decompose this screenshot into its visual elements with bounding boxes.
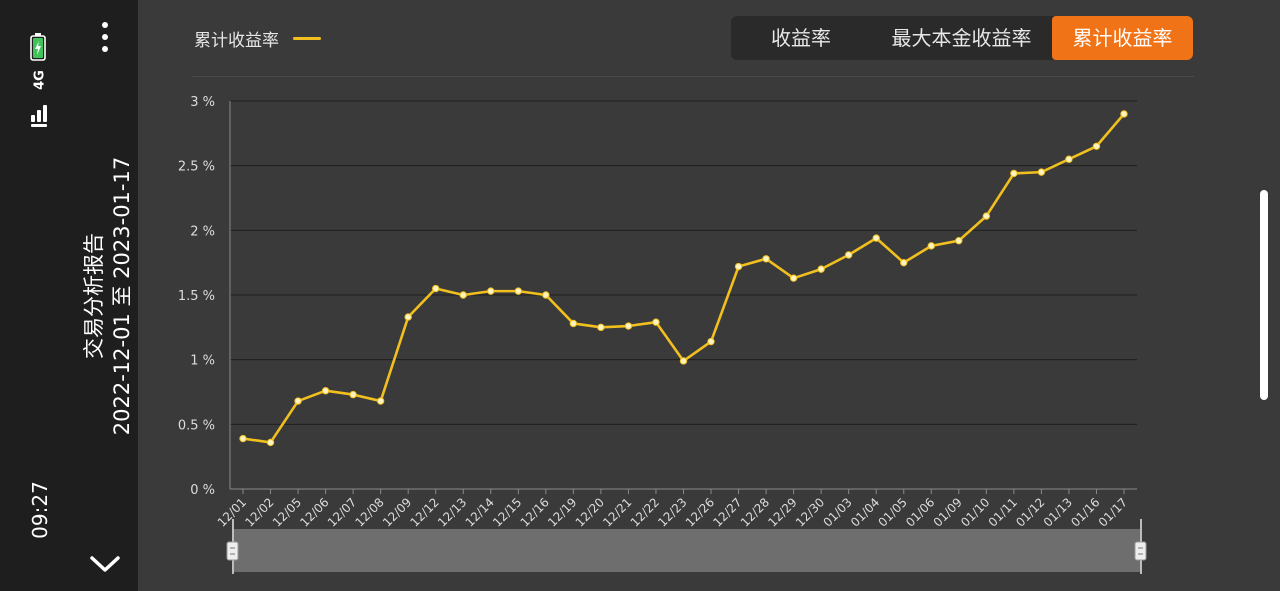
x-tick-label: 12/14: [463, 495, 497, 529]
data-point: [679, 357, 688, 365]
data-point: [762, 255, 770, 263]
x-tick-label: 01/11: [986, 495, 1020, 529]
x-tick-label: 12/05: [270, 495, 304, 529]
x-tick-label: 12/13: [435, 495, 469, 529]
data-point: [1037, 168, 1046, 176]
y-tick-label: 0 %: [190, 483, 215, 498]
range-slider-track: [233, 529, 1141, 572]
data-point: [1092, 142, 1101, 150]
x-tick-label: 12/02: [242, 495, 276, 529]
header-divider: [192, 76, 1194, 77]
data-point: [789, 274, 798, 282]
x-tick-label: 01/10: [958, 495, 992, 529]
data-point: [652, 318, 660, 326]
tab-return-rate[interactable]: 收益率: [771, 26, 831, 50]
x-tick-label: 01/09: [931, 495, 965, 529]
x-tick-label: 12/20: [573, 495, 607, 529]
x-tick-label: 12/07: [325, 495, 359, 529]
x-tick-label: 12/06: [297, 495, 331, 529]
x-tick-label: 01/16: [1068, 495, 1102, 529]
tab-cumulative-return[interactable]: 累计收益率: [1052, 16, 1193, 60]
data-point: [817, 265, 825, 273]
x-tick-label: 12/28: [738, 495, 772, 529]
x-tick-label: 12/29: [765, 495, 799, 529]
x-tick-label: 01/17: [1096, 495, 1130, 529]
data-point: [597, 323, 605, 332]
x-tick-label: 12/09: [380, 495, 414, 529]
data-point: [707, 337, 715, 346]
x-tick-label: 01/03: [820, 495, 854, 529]
series-line: [242, 113, 1125, 444]
legend-label: 累计收益率: [194, 31, 279, 51]
status-bar: 4G 09:27: [0, 0, 70, 591]
x-tick-label: 12/21: [600, 495, 634, 529]
chart-legend: 累计收益率: [194, 26, 321, 51]
x-tick-label: 12/16: [518, 495, 552, 529]
data-point: [872, 234, 880, 242]
data-point: [1120, 110, 1128, 118]
data-point: [624, 322, 633, 330]
chevron-down-icon[interactable]: [89, 553, 121, 575]
more-options-icon[interactable]: [99, 20, 111, 54]
x-tick-label: 12/27: [710, 495, 744, 529]
x-tick-label: 12/15: [490, 495, 524, 529]
legend-swatch: [293, 37, 321, 40]
data-point: [844, 251, 853, 259]
data-point: [376, 397, 385, 405]
data-point: [1010, 169, 1018, 178]
x-tick-label: 01/05: [876, 495, 910, 529]
data-point: [927, 242, 935, 250]
data-point: [734, 262, 743, 271]
x-tick-label: 01/13: [1041, 495, 1075, 529]
battery-charging-icon: [30, 33, 46, 61]
range-slider-handle-right[interactable]: [1134, 541, 1147, 561]
data-point: [294, 397, 302, 405]
data-point: [514, 287, 523, 295]
x-tick-label: 12/19: [545, 495, 579, 529]
data-point: [955, 236, 963, 245]
y-tick-label: 1 %: [190, 354, 215, 369]
data-point: [349, 390, 357, 399]
x-tick-label: 12/30: [793, 495, 827, 529]
data-point: [432, 284, 440, 293]
x-tick-label: 01/04: [848, 495, 882, 529]
data-point: [321, 387, 330, 395]
y-tick-label: 3 %: [190, 95, 215, 110]
signal-strength-icon: [31, 105, 47, 127]
x-tick-label: 12/12: [407, 495, 441, 529]
tab-max-principal-return[interactable]: 最大本金收益率: [891, 26, 1032, 50]
x-tick-label: 12/23: [655, 495, 689, 529]
data-point: [239, 434, 247, 443]
x-tick-label: 01/06: [903, 495, 937, 529]
data-point: [1065, 155, 1073, 163]
y-tick-label: 2 %: [190, 224, 215, 239]
data-point: [542, 291, 550, 299]
data-point: [266, 438, 275, 447]
data-point: [459, 291, 467, 299]
data-point: [487, 287, 495, 295]
scrollbar[interactable]: [1260, 190, 1268, 400]
x-tick-label: 12/22: [628, 495, 662, 529]
x-tick-label: 12/08: [352, 495, 386, 529]
side-panel: [0, 0, 138, 591]
data-point: [982, 212, 991, 220]
x-tick-label: 01/12: [1013, 495, 1047, 529]
data-point: [404, 313, 412, 321]
y-tick-label: 1.5 %: [178, 289, 215, 304]
data-point: [569, 319, 578, 328]
x-tick-label: 12/26: [683, 495, 717, 529]
metric-tabs: 收益率 最大本金收益率 累计收益率: [731, 16, 1193, 60]
y-tick-label: 0.5 %: [178, 418, 215, 433]
range-slider-handle-left[interactable]: [226, 541, 239, 561]
y-tick-label: 2.5 %: [178, 160, 215, 175]
data-point: [900, 258, 908, 267]
x-tick-label: 12/01: [215, 495, 249, 529]
